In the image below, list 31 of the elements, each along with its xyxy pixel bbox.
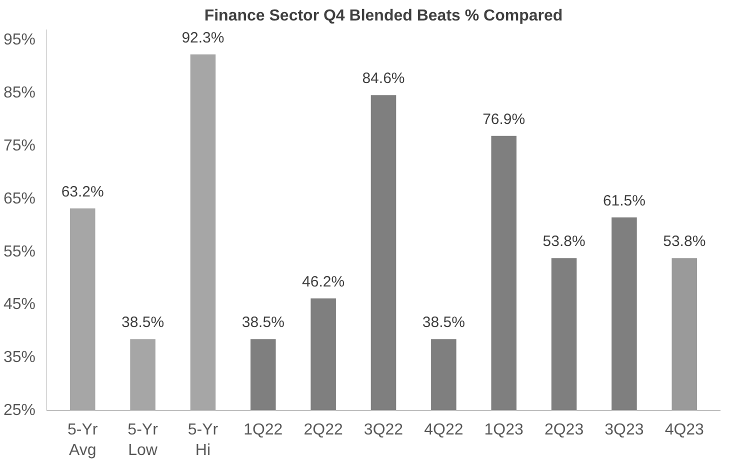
data-label: 63.2% [61, 183, 104, 200]
y-tick-label: 35% [3, 349, 36, 366]
x-tick-label: 5-Yr Low [128, 422, 159, 459]
data-label: 76.9% [482, 110, 526, 128]
data-label: 61.5% [602, 192, 646, 210]
y-tick-label: 95% [3, 32, 36, 49]
chart-title: Finance Sector Q4 Blended Beats % Compared [204, 8, 563, 24]
data-label: 92.3% [182, 29, 224, 46]
y-tick-label: 25% [3, 402, 36, 419]
x-tick-label: 5-Yr Hi [188, 422, 219, 459]
data-label: 38.5% [422, 314, 465, 332]
x-tick-label: 3Q23 [604, 422, 644, 438]
x-tick-label: 3Q22 [364, 422, 404, 438]
y-tick-label: 45% [3, 296, 36, 314]
x-tick-label: 4Q23 [664, 422, 704, 438]
data-label: 84.6% [362, 70, 405, 88]
data-label: 46.2% [302, 273, 345, 290]
x-tick-label: 1Q23 [484, 422, 524, 438]
y-tick-label: 85% [3, 84, 36, 102]
data-label: 38.5% [122, 314, 164, 332]
y-tick-label: 65% [3, 190, 36, 208]
x-tick-label: 4Q22 [424, 422, 464, 438]
x-tick-label: 2Q23 [544, 422, 584, 438]
data-label: 38.5% [242, 314, 284, 332]
x-tick-label: 5-Yr Avg [67, 422, 98, 459]
y-tick-label: 75% [3, 137, 36, 154]
x-tick-label: 2Q22 [304, 422, 343, 438]
y-tick-label: 55% [3, 243, 36, 260]
data-label: 53.8% [663, 233, 706, 250]
x-tick-label: 1Q22 [244, 422, 283, 438]
data-label: 53.8% [542, 233, 586, 250]
